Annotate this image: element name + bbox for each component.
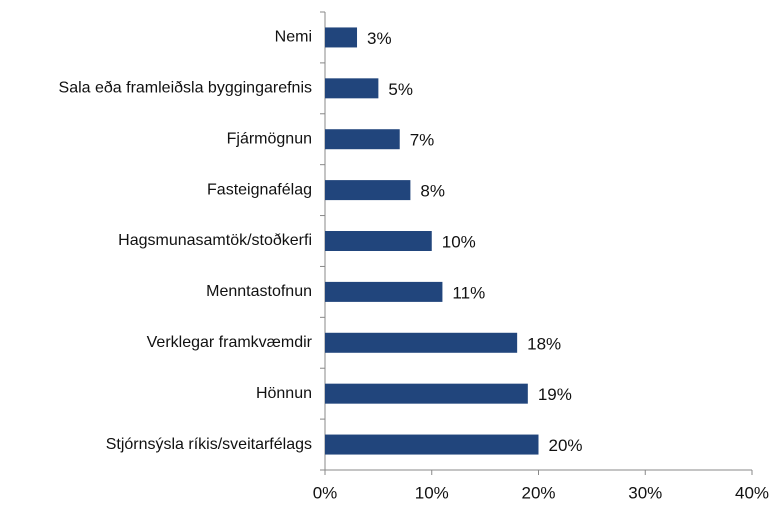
bar: [325, 231, 432, 251]
bar: [325, 332, 518, 353]
y-tick-label: Fjármögnun: [227, 130, 312, 147]
value-label: 8%: [420, 182, 445, 201]
value-label: 18%: [527, 334, 561, 353]
x-tick-label: 20%: [521, 483, 555, 502]
y-tick-label: Nemi: [275, 29, 312, 46]
bar: [325, 434, 539, 455]
bar: [325, 27, 358, 48]
bar: [325, 78, 379, 99]
y-tick-label: Stjórnsýsla ríkis/sveitarfélags: [106, 436, 312, 453]
y-tick-label: Verklegar framkvæmdir: [147, 334, 313, 351]
value-label: 11%: [452, 283, 485, 302]
y-tick-label: Hagsmunasamtök/stoðkerfi: [118, 232, 312, 249]
x-tick-label: 40%: [735, 483, 769, 502]
bar: [325, 129, 400, 150]
y-tick-label: Sala eða framleiðsla byggingarefnis: [59, 80, 312, 97]
value-label: 3%: [367, 29, 392, 48]
x-tick-label: 0%: [313, 483, 338, 502]
value-label: 5%: [388, 80, 413, 99]
bar: [325, 180, 411, 201]
y-tick-label: Hönnun: [256, 385, 312, 402]
value-label: 10%: [442, 232, 476, 251]
value-label: 19%: [538, 385, 572, 404]
x-tick-label: 10%: [415, 483, 449, 502]
y-tick-label: Menntastofnun: [206, 283, 312, 300]
value-label: 20%: [549, 436, 583, 455]
y-tick-label: Fasteignafélag: [207, 181, 312, 198]
bar: [325, 383, 528, 404]
x-tick-label: 30%: [628, 483, 662, 502]
bar: [325, 281, 443, 302]
value-label: 7%: [410, 131, 435, 150]
